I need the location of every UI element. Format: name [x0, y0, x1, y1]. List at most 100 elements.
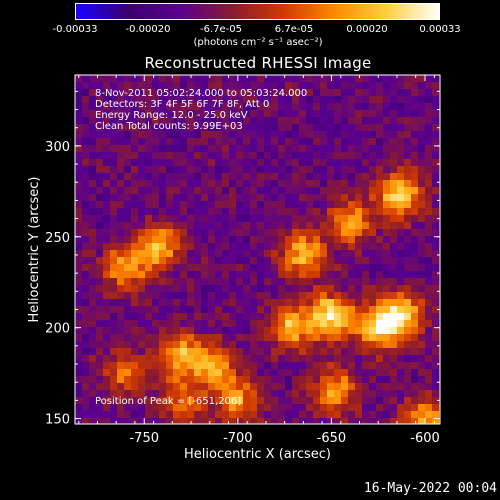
heatmap-cell [341, 229, 349, 237]
heatmap-cell [145, 222, 153, 230]
heatmap-cell [152, 348, 160, 356]
heatmap-cell [124, 348, 132, 356]
heatmap-cell [425, 180, 433, 188]
heatmap-cell [110, 222, 118, 230]
heatmap-cell [355, 236, 363, 244]
heatmap-cell [82, 390, 90, 398]
heatmap-cell [103, 397, 111, 405]
heatmap-cell [285, 341, 293, 349]
heatmap-cell [355, 124, 363, 132]
heatmap-cell [145, 341, 153, 349]
heatmap-cell [327, 404, 335, 412]
heatmap-cell [222, 194, 230, 202]
heatmap-cell [418, 376, 426, 384]
heatmap-cell [103, 348, 111, 356]
heatmap-cell [404, 82, 412, 90]
heatmap-cell [159, 390, 167, 398]
heatmap-cell [173, 271, 181, 279]
heatmap-cell [222, 208, 230, 216]
heatmap-cell [285, 404, 293, 412]
heatmap-cell [187, 376, 195, 384]
heatmap-cell [264, 124, 272, 132]
heatmap-cell [355, 320, 363, 328]
heatmap-cell [327, 327, 335, 335]
heatmap-cell [201, 264, 209, 272]
heatmap-cell [376, 411, 384, 419]
heatmap-cell [313, 271, 321, 279]
heatmap-cell [264, 418, 272, 425]
heatmap-cell [145, 355, 153, 363]
heatmap-cell [89, 292, 97, 300]
heatmap-cell [194, 250, 202, 258]
heatmap-cell [362, 376, 370, 384]
heatmap-cell [327, 250, 335, 258]
heatmap-cell [166, 173, 174, 181]
heatmap-cell [383, 306, 391, 314]
heatmap-cell [432, 348, 440, 356]
heatmap-cell [425, 187, 433, 195]
heatmap-cell [432, 124, 440, 132]
heatmap-cell [166, 152, 174, 160]
heatmap-cell [418, 89, 426, 97]
heatmap-cell [250, 299, 258, 307]
heatmap-cell [306, 257, 314, 265]
heatmap-cell [96, 131, 104, 139]
heatmap-cell [369, 96, 377, 104]
heatmap-cell [89, 229, 97, 237]
heatmap-cell [320, 124, 328, 132]
heatmap-cell [173, 334, 181, 342]
heatmap-cell [397, 383, 405, 391]
heatmap-cell [376, 103, 384, 111]
heatmap-cell [75, 89, 83, 97]
heatmap-cell [334, 159, 342, 167]
heatmap-cell [411, 257, 419, 265]
heatmap-cell [341, 215, 349, 223]
heatmap-cell [131, 89, 139, 97]
heatmap-cell [257, 397, 265, 405]
heatmap-cell [369, 222, 377, 230]
heatmap-cell [236, 173, 244, 181]
heatmap-cell [222, 355, 230, 363]
heatmap-cell [390, 390, 398, 398]
heatmap-cell [327, 271, 335, 279]
heatmap-cell [278, 229, 286, 237]
heatmap-cell [271, 292, 279, 300]
heatmap-cell [117, 215, 125, 223]
heatmap-cell [369, 369, 377, 377]
heatmap-cell [82, 159, 90, 167]
heatmap-cell [369, 201, 377, 209]
heatmap-cell [215, 131, 223, 139]
heatmap-cell [250, 341, 258, 349]
heatmap-cell [243, 180, 251, 188]
heatmap-cell [306, 159, 314, 167]
heatmap-cell [124, 292, 132, 300]
heatmap-cell [292, 404, 300, 412]
heatmap-cell [383, 152, 391, 160]
heatmap-cell [117, 236, 125, 244]
heatmap-cell [138, 229, 146, 237]
heatmap-cell [145, 404, 153, 412]
heatmap-cell [327, 180, 335, 188]
heatmap-cell [208, 355, 216, 363]
heatmap-cell [250, 208, 258, 216]
heatmap-cell [75, 180, 83, 188]
heatmap-cell [222, 222, 230, 230]
heatmap-cell [376, 229, 384, 237]
heatmap-cell [348, 208, 356, 216]
heatmap-cell [166, 278, 174, 286]
heatmap-cell [194, 383, 202, 391]
heatmap-cell [145, 278, 153, 286]
heatmap-cell [404, 376, 412, 384]
heatmap-cell [264, 411, 272, 419]
heatmap-cell [201, 145, 209, 153]
heatmap-cell [369, 299, 377, 307]
heatmap-cell [348, 257, 356, 265]
heatmap-cell [264, 264, 272, 272]
heatmap-cell [306, 327, 314, 335]
heatmap-cell [320, 264, 328, 272]
heatmap-cell [278, 341, 286, 349]
heatmap-cell [327, 229, 335, 237]
heatmap-cell [306, 110, 314, 118]
heatmap-cell [376, 138, 384, 146]
heatmap-cell [194, 264, 202, 272]
